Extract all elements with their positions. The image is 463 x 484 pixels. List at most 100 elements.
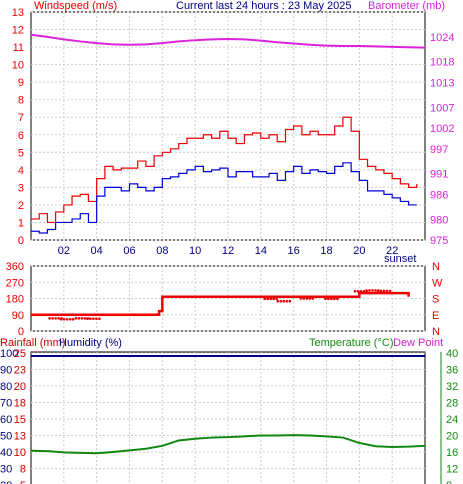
y-tick-label-wind: 12 [12, 25, 24, 37]
wind-direction-panel: 0 N 90 E 180 S 270 W 360 N [6, 261, 443, 338]
direction-point [333, 297, 336, 301]
direction-point [266, 297, 269, 301]
y-tick-label-rain: 15 [14, 414, 26, 426]
direction-point [385, 289, 389, 293]
temperature-axis-title: Temperature (°C) [309, 337, 393, 349]
sunset-label: sunset [384, 253, 416, 265]
direction-point [276, 299, 280, 303]
x-tick-label: 08 [156, 245, 168, 257]
series-direction [31, 291, 410, 316]
direction-point [62, 317, 66, 321]
humidity-axis-title: Humidity (%) [59, 337, 122, 349]
y-tick-label-rain: 18 [14, 398, 26, 410]
y-tick-label-barometer: 986 [430, 189, 448, 201]
direction-point [371, 289, 374, 292]
direction-point [71, 317, 75, 321]
y-tick-label-humidity: 50 [0, 431, 12, 443]
x-tick-label: 06 [123, 245, 135, 257]
direction-point [83, 317, 87, 320]
y-tick-label-barometer: 997 [430, 144, 448, 156]
direction-point [279, 299, 283, 303]
x-tick-label: 02 [58, 245, 70, 257]
y-tick-label-temperature: 12 [446, 464, 458, 476]
y-tick-label-temperature: 32 [446, 381, 458, 393]
y-tick-label-wind: 8 [18, 95, 24, 107]
y-tick-label-rain: 13 [14, 431, 26, 443]
direction-point [275, 297, 278, 301]
direction-point [330, 297, 333, 301]
direction-point [51, 317, 54, 320]
x-tick-label: 10 [189, 245, 201, 257]
series-windspeed [31, 162, 417, 234]
y-tick-label-rain: 10 [14, 447, 26, 459]
y-tick-label-degrees: 360 [6, 261, 24, 273]
x-tick-label: 04 [91, 245, 103, 257]
direction-point [382, 289, 386, 293]
y-tick-label-barometer: 991 [430, 169, 448, 181]
direction-point [263, 297, 266, 301]
y-tick-label-temperature: 40 [446, 348, 458, 360]
direction-point [86, 317, 89, 321]
y-tick-label-wind: 5 [18, 147, 24, 159]
direction-point [269, 297, 272, 301]
direction-point [288, 299, 292, 303]
rainfall-axis-title: Rainfall (mm) [0, 337, 65, 349]
y-tick-label-humidity: 100 [0, 348, 18, 360]
y-tick-label-wind: 10 [12, 60, 24, 72]
y-tick-label-rain: 23 [14, 365, 26, 377]
y-tick-label-wind: 6 [18, 130, 24, 142]
direction-point [311, 297, 315, 300]
y-tick-label-wind: 3 [18, 182, 24, 194]
temp-humidity-panel: Rainfall (mm)Humidity (%) Temperature (°C… [0, 337, 458, 484]
direction-point [272, 297, 275, 301]
y-tick-label-temperature: 20 [446, 431, 458, 443]
direction-point [353, 289, 357, 293]
direction-point [365, 289, 368, 292]
direction-point [376, 289, 380, 293]
x-tick-label: 16 [288, 245, 300, 257]
y-tick-label-humidity: 40 [0, 447, 12, 459]
x-tick-label: 14 [255, 245, 267, 257]
y-tick-label-wind: 0 [18, 235, 24, 247]
y-tick-label-compass: S [432, 294, 439, 306]
y-tick-label-wind: 9 [18, 77, 24, 89]
direction-point [74, 317, 78, 320]
direction-point [368, 289, 371, 292]
direction-point [336, 297, 339, 301]
y-tick-label-barometer: 1024 [430, 32, 454, 44]
y-tick-label-temperature: 36 [446, 365, 458, 377]
direction-point [77, 317, 81, 320]
y-tick-label-degrees: 270 [6, 277, 24, 289]
y-tick-label-temperature: 24 [446, 414, 458, 426]
direction-point [285, 299, 289, 303]
barometer-axis-title: Barometer (mb) [368, 0, 446, 12]
y-tick-label-wind: 7 [18, 112, 24, 124]
y-tick-label-humidity: 70 [0, 398, 12, 410]
y-tick-label-humidity: 60 [0, 414, 12, 426]
direction-point [54, 317, 57, 320]
y-tick-label-wind: 11 [13, 42, 24, 54]
y-tick-label-wind: 4 [18, 165, 24, 177]
dewpoint-axis-title: Dew Point [393, 337, 443, 349]
y-tick-label-barometer: 1013 [430, 77, 454, 89]
direction-point [95, 317, 98, 321]
direction-point [379, 289, 383, 293]
direction-point [388, 289, 392, 293]
direction-point [48, 317, 51, 320]
y-tick-label-degrees: 90 [12, 310, 24, 322]
y-tick-label-degrees: 180 [6, 294, 24, 306]
direction-point [302, 297, 306, 300]
chart-period-title: Current last 24 hours : 23 May 2025 [176, 0, 352, 12]
direction-point [89, 317, 92, 321]
direction-point [362, 289, 366, 293]
direction-point [359, 289, 363, 293]
y-tick-label-humidity: 80 [0, 381, 12, 393]
series-temperature [30, 434, 426, 455]
y-tick-label-wind: 2 [18, 200, 24, 212]
x-tick-label: 18 [320, 245, 332, 257]
y-tick-label-barometer: 975 [430, 235, 448, 247]
y-tick-label-barometer: 1002 [430, 123, 454, 135]
direction-point [324, 297, 327, 301]
y-tick-label-rain: 5 [20, 480, 26, 484]
